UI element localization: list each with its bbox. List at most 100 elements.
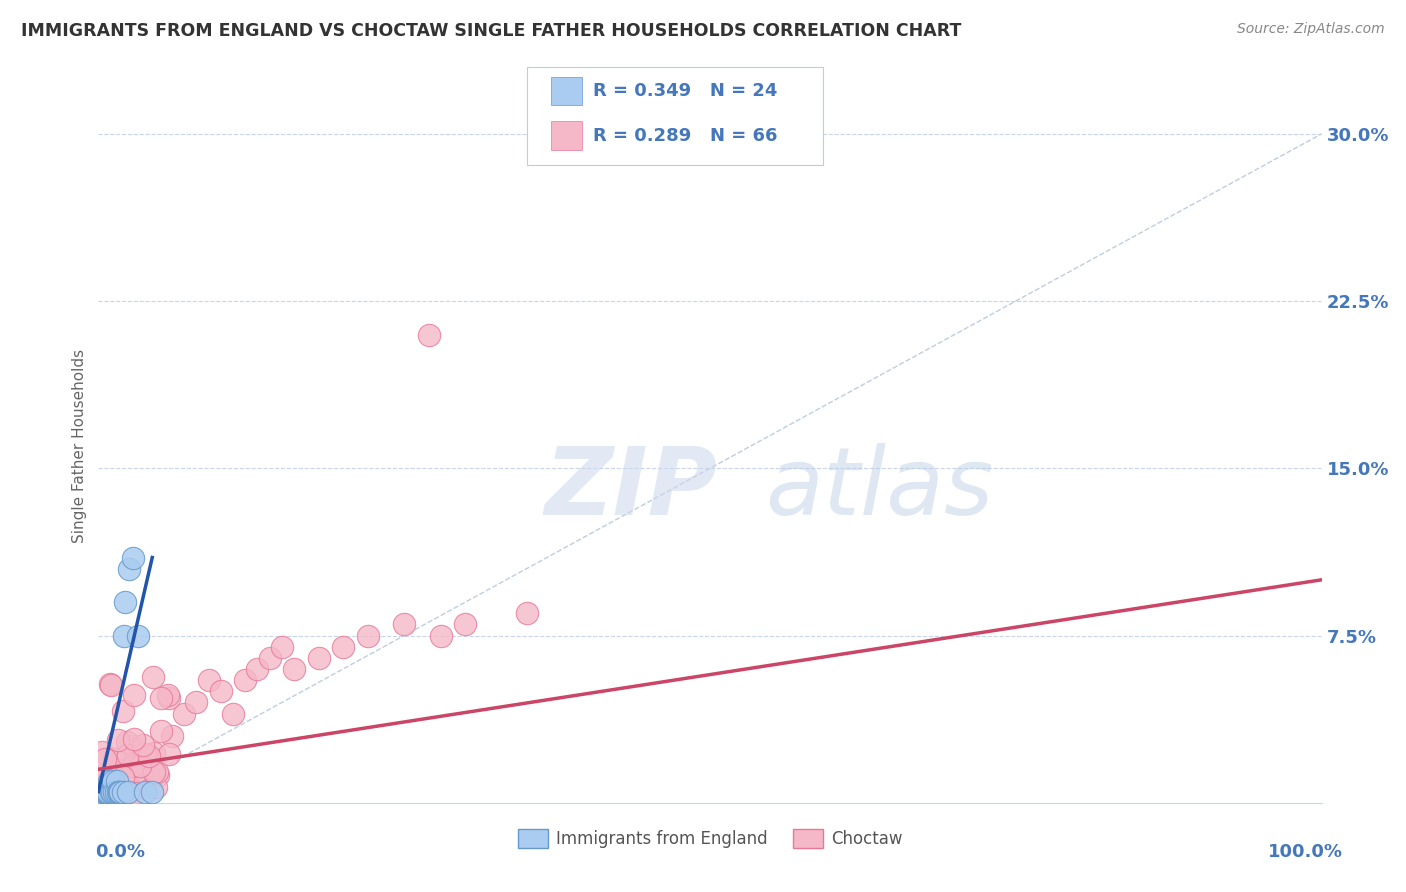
Point bbox=[136, 769, 159, 783]
Text: 0.0%: 0.0% bbox=[96, 843, 146, 861]
Point bbox=[150, 723, 173, 738]
Point bbox=[143, 747, 166, 761]
Point bbox=[97, 785, 120, 799]
Point bbox=[127, 628, 149, 642]
Point bbox=[110, 785, 132, 799]
Point bbox=[111, 785, 134, 799]
Point bbox=[103, 765, 125, 780]
Text: ZIP: ZIP bbox=[546, 442, 718, 535]
Point bbox=[143, 765, 166, 780]
Point bbox=[111, 770, 134, 784]
Point bbox=[93, 785, 115, 799]
Text: IMMIGRANTS FROM ENGLAND VS CHOCTAW SINGLE FATHER HOUSEHOLDS CORRELATION CHART: IMMIGRANTS FROM ENGLAND VS CHOCTAW SINGL… bbox=[21, 22, 962, 40]
Point bbox=[332, 640, 354, 654]
Point bbox=[515, 607, 537, 621]
Point bbox=[121, 739, 143, 753]
Point bbox=[156, 689, 179, 703]
Point bbox=[98, 773, 121, 788]
Point bbox=[93, 752, 115, 766]
Text: R = 0.349   N = 24: R = 0.349 N = 24 bbox=[593, 82, 778, 100]
Point bbox=[308, 651, 330, 665]
Point bbox=[233, 673, 256, 687]
Point bbox=[108, 785, 131, 799]
Point bbox=[356, 628, 378, 642]
Point bbox=[105, 756, 128, 770]
Point bbox=[97, 791, 120, 805]
Point bbox=[115, 768, 138, 782]
Point bbox=[118, 562, 141, 576]
Point bbox=[173, 706, 195, 721]
Point bbox=[283, 662, 305, 676]
Point bbox=[145, 764, 167, 779]
Point bbox=[134, 747, 156, 761]
Point bbox=[107, 733, 129, 747]
Point bbox=[209, 684, 232, 698]
Point bbox=[121, 786, 143, 800]
Point bbox=[112, 750, 135, 764]
Point bbox=[94, 772, 117, 786]
Point bbox=[93, 768, 115, 782]
Point bbox=[186, 696, 208, 710]
Legend: Immigrants from England, Choctaw: Immigrants from England, Choctaw bbox=[510, 822, 910, 855]
Y-axis label: Single Father Households: Single Father Households bbox=[72, 349, 87, 543]
Point bbox=[94, 779, 117, 793]
Point bbox=[454, 617, 477, 632]
Point bbox=[91, 785, 114, 799]
Point bbox=[270, 640, 294, 654]
Point bbox=[107, 763, 129, 777]
Point bbox=[145, 780, 167, 794]
Point bbox=[117, 735, 139, 749]
Point bbox=[132, 738, 155, 752]
Point bbox=[104, 785, 127, 799]
Point bbox=[117, 747, 139, 762]
Point bbox=[124, 731, 146, 746]
Point bbox=[129, 763, 152, 777]
Point bbox=[120, 743, 142, 757]
Point bbox=[157, 691, 180, 706]
Point bbox=[121, 550, 143, 565]
Point bbox=[100, 785, 122, 799]
Text: atlas: atlas bbox=[765, 443, 993, 534]
Text: 100.0%: 100.0% bbox=[1268, 843, 1343, 861]
Point bbox=[157, 747, 180, 761]
Point bbox=[197, 673, 219, 687]
Text: Source: ZipAtlas.com: Source: ZipAtlas.com bbox=[1237, 22, 1385, 37]
Point bbox=[149, 690, 172, 705]
Point bbox=[259, 651, 281, 665]
Point bbox=[120, 774, 142, 789]
Point bbox=[125, 764, 148, 779]
Point bbox=[103, 752, 125, 766]
Point bbox=[100, 678, 122, 692]
Point bbox=[222, 706, 245, 721]
Point bbox=[98, 676, 121, 690]
Point bbox=[105, 773, 128, 788]
Point bbox=[117, 785, 139, 799]
Point bbox=[430, 628, 453, 642]
Text: R = 0.289   N = 66: R = 0.289 N = 66 bbox=[593, 127, 778, 145]
Point bbox=[114, 595, 136, 609]
Point bbox=[96, 785, 118, 799]
Point bbox=[142, 670, 165, 684]
Point bbox=[132, 762, 155, 776]
Point bbox=[138, 749, 160, 764]
Point bbox=[134, 785, 156, 799]
Point bbox=[124, 786, 146, 800]
Point bbox=[246, 662, 269, 676]
Point bbox=[141, 785, 163, 799]
Point bbox=[135, 761, 157, 775]
Point bbox=[111, 704, 134, 718]
Point bbox=[101, 773, 124, 788]
Point bbox=[148, 768, 170, 782]
Point bbox=[418, 327, 440, 342]
Point bbox=[91, 745, 114, 759]
Point bbox=[112, 628, 135, 642]
Point bbox=[107, 785, 129, 799]
Point bbox=[160, 729, 183, 743]
Point bbox=[392, 617, 416, 632]
Point bbox=[101, 785, 124, 799]
Point bbox=[122, 758, 145, 772]
Point bbox=[122, 688, 145, 702]
Point bbox=[103, 785, 125, 799]
Point bbox=[129, 758, 152, 772]
Point bbox=[94, 785, 117, 799]
